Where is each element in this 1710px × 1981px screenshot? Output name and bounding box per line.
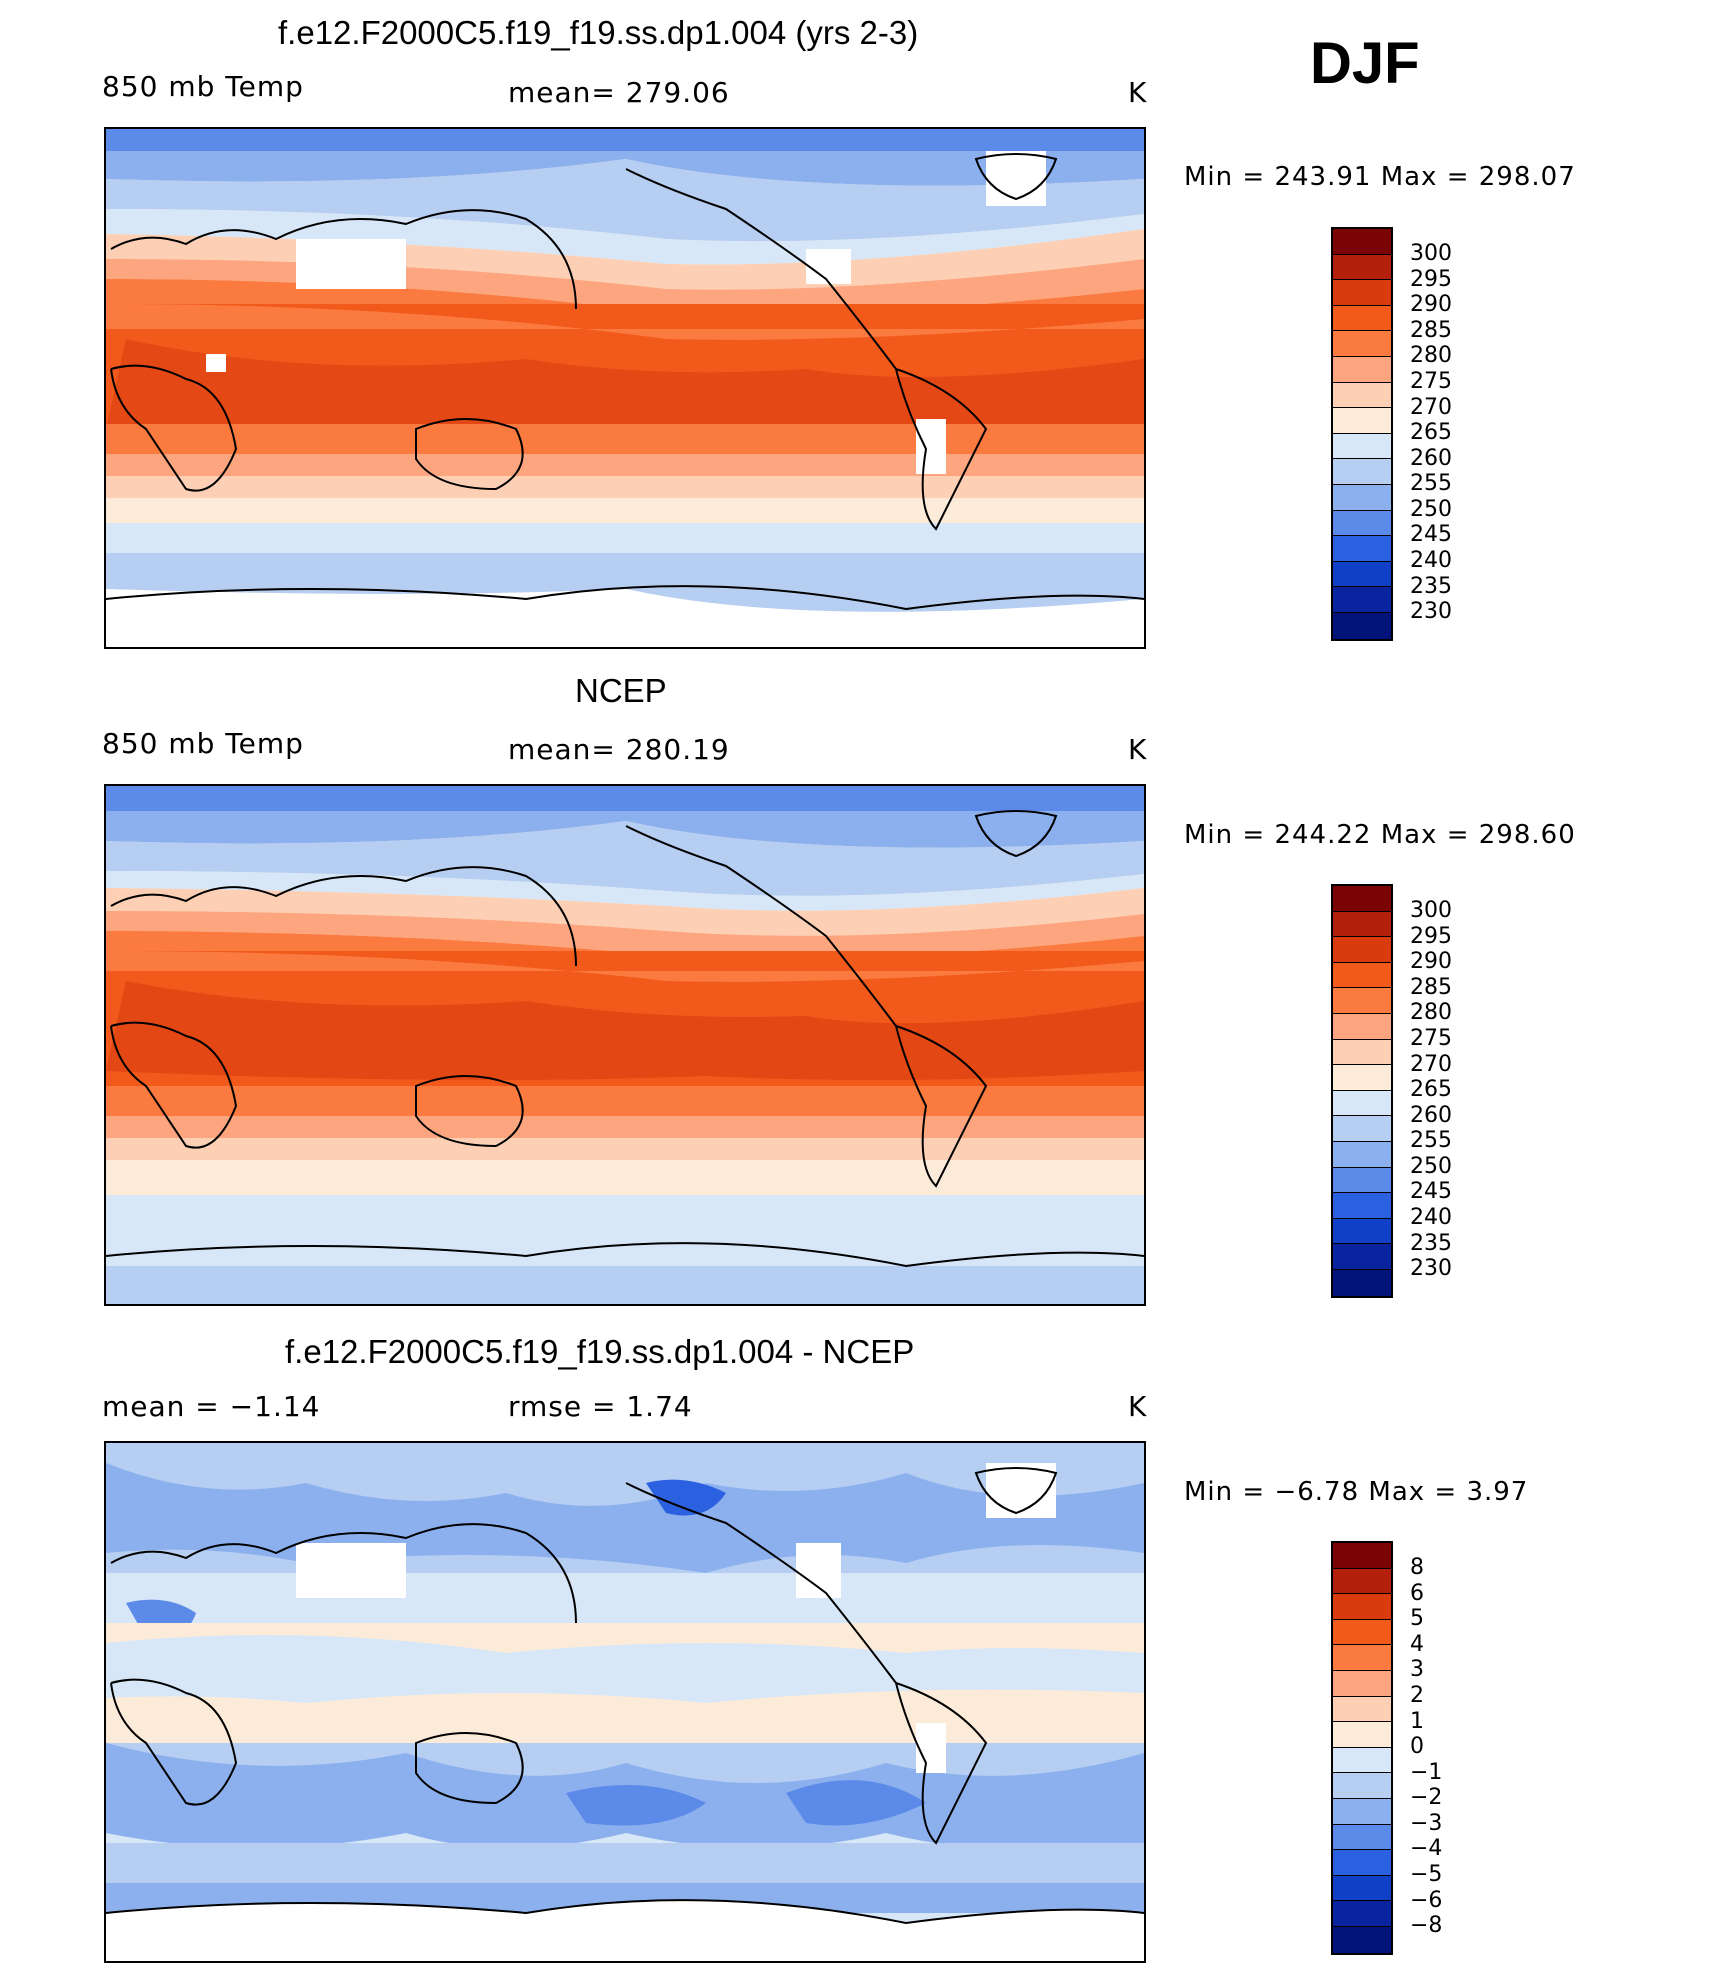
colorbar-tick-label: 275 bbox=[1410, 369, 1452, 394]
panel2-title: NCEP bbox=[575, 672, 667, 709]
colorbar-tick-label: 255 bbox=[1410, 471, 1452, 496]
panel2-mean-label: mean= 280.19 bbox=[508, 733, 730, 766]
colorbar-tick-label: 235 bbox=[1410, 1231, 1452, 1256]
colorbar-tick-label: 295 bbox=[1410, 924, 1452, 949]
panel1-title: f.e12.F2000C5.f19_f19.ss.dp1.004 (yrs 2-… bbox=[278, 14, 919, 51]
colorbar-tick-label: −1 bbox=[1410, 1760, 1443, 1785]
colorbar-tick-label: 2 bbox=[1410, 1683, 1424, 1708]
panel2-units-label: K bbox=[1128, 733, 1148, 766]
colorbar-tick-label: 240 bbox=[1410, 1205, 1452, 1230]
colorbar-tick-label: 230 bbox=[1410, 1256, 1452, 1281]
panel3-units-label: K bbox=[1128, 1390, 1148, 1423]
panel2-map bbox=[104, 784, 1146, 1306]
colorbar-tick-label: 1 bbox=[1410, 1709, 1424, 1734]
colorbar-tick-label: 280 bbox=[1410, 1000, 1452, 1025]
colorbar-tick-label: 290 bbox=[1410, 292, 1452, 317]
colorbar-tick-label: −2 bbox=[1410, 1785, 1443, 1810]
panel2-minmax: Min = 244.22 Max = 298.60 bbox=[1184, 820, 1576, 850]
colorbar-tick-label: 285 bbox=[1410, 975, 1452, 1000]
colorbar-tick-label: 8 bbox=[1410, 1555, 1424, 1580]
colorbar-tick-label: 270 bbox=[1410, 1052, 1452, 1077]
panel3-map bbox=[104, 1441, 1146, 1963]
panel1-colorbar bbox=[1331, 227, 1393, 641]
colorbar-tick-label: 5 bbox=[1410, 1606, 1424, 1631]
panel3-colorbar bbox=[1331, 1541, 1393, 1955]
colorbar-tick-label: 235 bbox=[1410, 574, 1452, 599]
colorbar-tick-label: −3 bbox=[1410, 1811, 1443, 1836]
colorbar-tick-label: 245 bbox=[1410, 1179, 1452, 1204]
panel3-mean-label: mean = −1.14 bbox=[102, 1390, 321, 1423]
colorbar-tick-label: 265 bbox=[1410, 1077, 1452, 1102]
panel3-rmse-label: rmse = 1.74 bbox=[508, 1390, 693, 1423]
colorbar-tick-label: 270 bbox=[1410, 395, 1452, 420]
colorbar-tick-label: −5 bbox=[1410, 1862, 1443, 1887]
colorbar-tick-label: 260 bbox=[1410, 1103, 1452, 1128]
colorbar-tick-label: 4 bbox=[1410, 1632, 1424, 1657]
colorbar-tick-label: 245 bbox=[1410, 522, 1452, 547]
colorbar-tick-label: 265 bbox=[1410, 420, 1452, 445]
colorbar-tick-label: 240 bbox=[1410, 548, 1452, 573]
colorbar-tick-label: 300 bbox=[1410, 898, 1452, 923]
colorbar-tick-label: 300 bbox=[1410, 241, 1452, 266]
colorbar-tick-label: 285 bbox=[1410, 318, 1452, 343]
panel1-map bbox=[104, 127, 1146, 649]
panel1-mean-label: mean= 279.06 bbox=[508, 76, 730, 109]
panel1-variable-label: 850 mb Temp bbox=[102, 70, 304, 103]
colorbar-tick-label: −4 bbox=[1410, 1836, 1443, 1861]
colorbar-tick-label: 6 bbox=[1410, 1581, 1424, 1606]
panel1-minmax: Min = 243.91 Max = 298.07 bbox=[1184, 162, 1576, 192]
colorbar-tick-label: 275 bbox=[1410, 1026, 1452, 1051]
panel1-units-label: K bbox=[1128, 76, 1148, 109]
panel3-title: f.e12.F2000C5.f19_f19.ss.dp1.004 - NCEP bbox=[285, 1333, 915, 1370]
panel2-colorbar bbox=[1331, 884, 1393, 1298]
colorbar-tick-label: 290 bbox=[1410, 949, 1452, 974]
colorbar-tick-label: 0 bbox=[1410, 1734, 1424, 1759]
panel2-variable-label: 850 mb Temp bbox=[102, 727, 304, 760]
colorbar-tick-label: 295 bbox=[1410, 267, 1452, 292]
colorbar-tick-label: 3 bbox=[1410, 1657, 1424, 1682]
colorbar-tick-label: 230 bbox=[1410, 599, 1452, 624]
colorbar-tick-label: 255 bbox=[1410, 1128, 1452, 1153]
panel3-minmax: Min = −6.78 Max = 3.97 bbox=[1184, 1477, 1529, 1507]
colorbar-tick-label: −8 bbox=[1410, 1913, 1443, 1938]
colorbar-tick-label: 250 bbox=[1410, 497, 1452, 522]
season-label: DJF bbox=[1310, 31, 1420, 96]
colorbar-tick-label: −6 bbox=[1410, 1888, 1443, 1913]
colorbar-tick-label: 260 bbox=[1410, 446, 1452, 471]
colorbar-tick-label: 280 bbox=[1410, 343, 1452, 368]
colorbar-tick-label: 250 bbox=[1410, 1154, 1452, 1179]
